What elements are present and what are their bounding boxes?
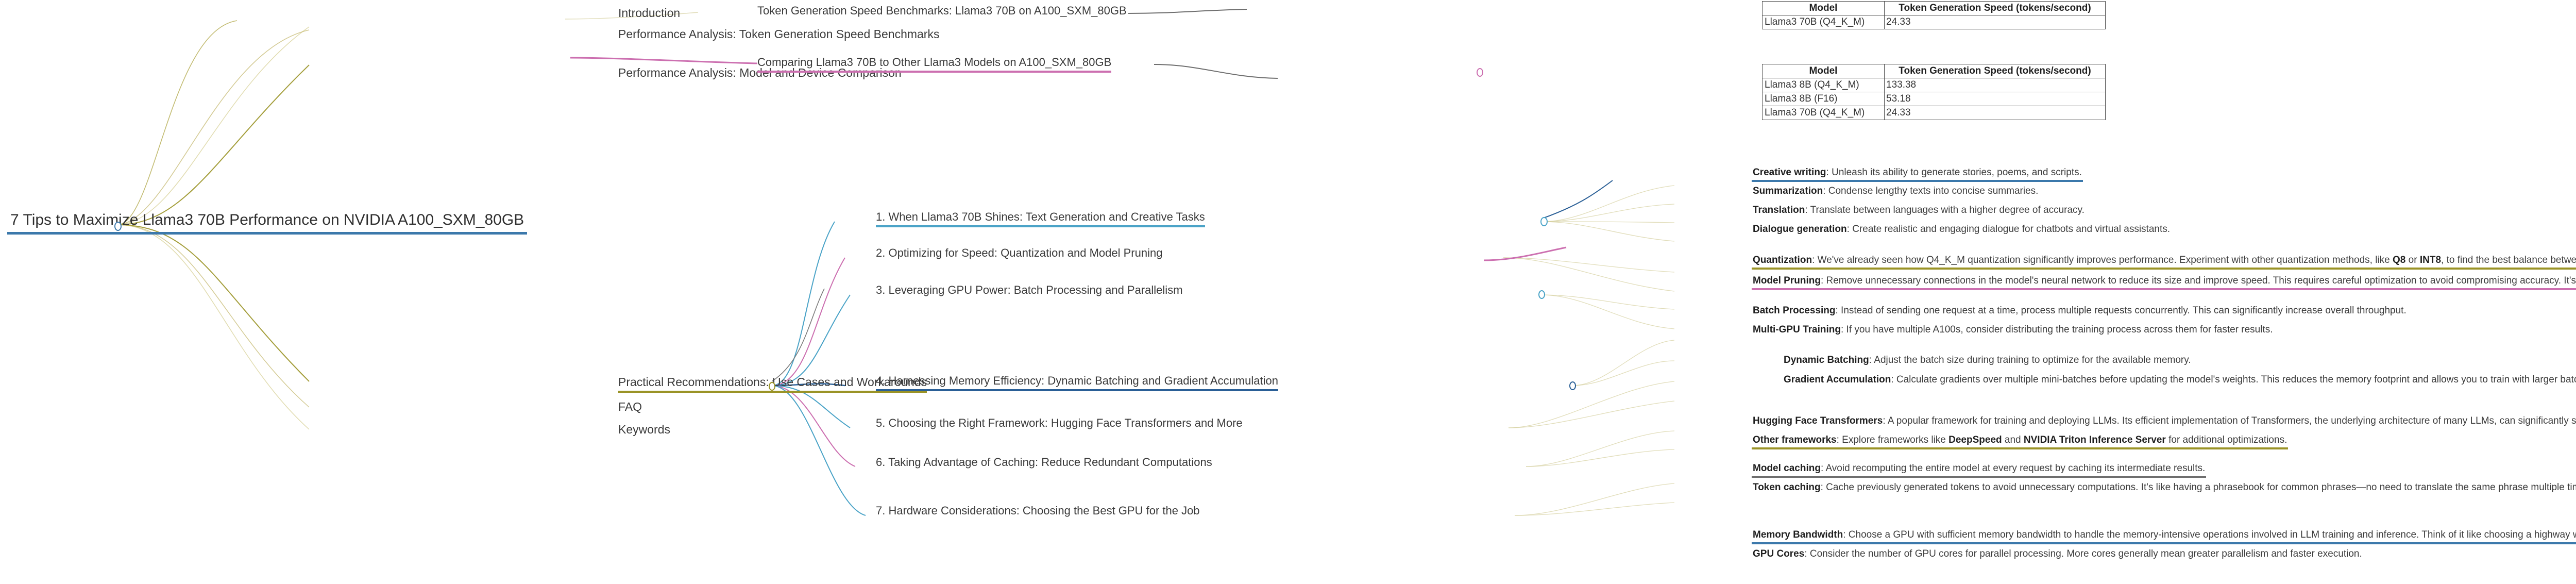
detail-dialogue-generation[interactable]: Dialogue generation: Create realistic an… (1753, 224, 2171, 235)
table-header-row: Model Token Generation Speed (tokens/sec… (1762, 64, 2106, 78)
table-cell-model: Llama3 70B (Q4_K_M) (1762, 15, 1885, 29)
subbranch-comparison-title[interactable]: Comparing Llama3 70B to Other Llama3 Mod… (757, 56, 1112, 73)
detail-emphasis: NVIDIA Triton Inference Server (2023, 435, 2166, 445)
subbranch-tip-6-label: 6. Taking Advantage of Caching: Reduce R… (876, 456, 1212, 469)
table-header-speed: Token Generation Speed (tokens/second) (1884, 1, 2106, 15)
detail-other-frameworks[interactable]: Other frameworks: Explore frameworks lik… (1752, 435, 2289, 449)
tip4-connector-dot (1569, 381, 1576, 390)
table-row: Llama3 8B (Q4_K_M) 133.38 (1762, 78, 2106, 92)
detail-emphasis: Gradient Accumulation (1784, 374, 1891, 385)
table-header-row: Model Token Generation Speed (tokens/sec… (1762, 1, 2106, 15)
detail-emphasis: Creative writing (1753, 167, 1826, 178)
detail-batch-processing[interactable]: Batch Processing: Instead of sending one… (1753, 305, 2406, 316)
table-cell-model: Llama3 8B (Q4_K_M) (1762, 78, 1885, 92)
detail-token-caching[interactable]: Token caching: Cache previously generate… (1753, 482, 2576, 493)
table-cell-speed: 53.18 (1884, 92, 2106, 106)
branch-introduction[interactable]: Introduction (618, 6, 680, 21)
branch-keywords[interactable]: Keywords (618, 423, 670, 438)
branch-introduction-label: Introduction (618, 6, 681, 20)
detail-quantization[interactable]: Quantization: We've already seen how Q4_… (1752, 255, 2576, 270)
root-connector-dot (114, 222, 122, 231)
subbranch-tip-3-label: 3. Leveraging GPU Power: Batch Processin… (876, 283, 1183, 296)
detail-hugging-face-transformers[interactable]: Hugging Face Transformers: A popular fra… (1753, 415, 2576, 426)
table-cell-speed: 133.38 (1884, 78, 2106, 92)
subbranch-tip-4-label: 4. Harnessing Memory Efficiency: Dynamic… (876, 374, 1278, 387)
detail-model-caching[interactable]: Model caching: Avoid recomputing the ent… (1752, 463, 2207, 478)
detail-gradient-accumulation[interactable]: Gradient Accumulation: Calculate gradien… (1784, 374, 2576, 385)
table-row: Llama3 70B (Q4_K_M) 24.33 (1762, 15, 2106, 29)
table-header-model: Model (1762, 1, 1885, 15)
detail-memory-bandwidth[interactable]: Memory Bandwidth: Choose a GPU with suff… (1752, 529, 2576, 544)
subbranch-tip-3[interactable]: 3. Leveraging GPU Power: Batch Processin… (876, 283, 1183, 298)
subbranch-tip-2-label: 2. Optimizing for Speed: Quantization an… (876, 246, 1163, 259)
detail-emphasis: Memory Bandwidth (1753, 529, 1843, 540)
subbranch-benchmark-title[interactable]: Token Generation Speed Benchmarks: Llama… (757, 4, 1127, 19)
detail-emphasis: Quantization (1753, 255, 1812, 265)
detail-emphasis: Batch Processing (1753, 305, 1836, 316)
detail-emphasis: Dynamic Batching (1784, 355, 1869, 365)
detail-emphasis: DeepSpeed (1948, 435, 2002, 445)
table-cell-speed: 24.33 (1884, 106, 2106, 120)
branch-performance-benchmarks[interactable]: Performance Analysis: Token Generation S… (618, 27, 939, 42)
detail-emphasis: Multi-GPU Training (1753, 324, 1841, 335)
branch-faq-label: FAQ (618, 400, 642, 413)
detail-emphasis: GPU Cores (1753, 548, 1805, 559)
subbranch-tip-7-label: 7. Hardware Considerations: Choosing the… (876, 504, 1200, 517)
comparison-table: Model Token Generation Speed (tokens/sec… (1762, 64, 2106, 120)
detail-emphasis: Dialogue generation (1753, 224, 1847, 235)
subbranch-tip-5[interactable]: 5. Choosing the Right Framework: Hugging… (876, 416, 1243, 431)
branch-faq[interactable]: FAQ (618, 400, 642, 415)
detail-translation[interactable]: Translation: Translate between languages… (1753, 205, 2084, 215)
subbranch-comparison-title-label: Comparing Llama3 70B to Other Llama3 Mod… (757, 56, 1112, 69)
table-cell-model: Llama3 8B (F16) (1762, 92, 1885, 106)
detail-emphasis: Summarization (1753, 186, 1823, 196)
detail-emphasis: INT8 (2419, 255, 2442, 265)
detail-creative-writing[interactable]: Creative writing: Unleash its ability to… (1752, 167, 2083, 182)
subbranch-tip-2[interactable]: 2. Optimizing for Speed: Quantization an… (876, 246, 1162, 261)
subbranch-tip-4[interactable]: 4. Harnessing Memory Efficiency: Dynamic… (876, 374, 1278, 392)
detail-dynamic-batching[interactable]: Dynamic Batching: Adjust the batch size … (1784, 355, 2191, 365)
detail-emphasis: Other frameworks (1753, 435, 1837, 445)
detail-emphasis: Hugging Face Transformers (1753, 415, 1883, 426)
subbranch-tip-5-label: 5. Choosing the Right Framework: Hugging… (876, 416, 1243, 429)
branch-performance-benchmarks-label: Performance Analysis: Token Generation S… (618, 27, 940, 41)
table-row: Llama3 8B (F16) 53.18 (1762, 92, 2106, 106)
subbranch-tip-1-label: 1. When Llama3 70B Shines: Text Generati… (876, 210, 1205, 223)
table-header-speed: Token Generation Speed (tokens/second) (1884, 64, 2106, 78)
table-cell-speed: 24.33 (1884, 15, 2106, 29)
branch-keywords-label: Keywords (618, 423, 670, 436)
detail-model-pruning[interactable]: Model Pruning: Remove unnecessary connec… (1752, 275, 2576, 290)
practical-connector-dot (769, 382, 775, 391)
root-node-label: 7 Tips to Maximize Llama3 70B Performanc… (10, 211, 524, 228)
detail-gpu-cores[interactable]: GPU Cores: Consider the number of GPU co… (1753, 548, 2362, 559)
subbranch-tip-1[interactable]: 1. When Llama3 70B Shines: Text Generati… (876, 210, 1205, 228)
detail-emphasis: Model Pruning (1753, 275, 1821, 286)
comparison-connector-dot (1477, 68, 1483, 77)
root-node[interactable]: 7 Tips to Maximize Llama3 70B Performanc… (7, 210, 528, 235)
detail-emphasis: Model caching (1753, 463, 1821, 474)
table-cell-model: Llama3 70B (Q4_K_M) (1762, 106, 1885, 120)
tip1-connector-dot (1540, 217, 1548, 226)
detail-emphasis: Token caching (1753, 482, 1821, 493)
benchmark-table: Model Token Generation Speed (tokens/sec… (1762, 1, 2106, 29)
detail-emphasis: Q8 (2393, 255, 2406, 265)
subbranch-tip-6[interactable]: 6. Taking Advantage of Caching: Reduce R… (876, 456, 1212, 470)
subbranch-tip-7[interactable]: 7. Hardware Considerations: Choosing the… (876, 504, 1200, 519)
tip3-connector-dot (1538, 290, 1545, 299)
detail-emphasis: Translation (1753, 205, 1805, 215)
table-header-model: Model (1762, 64, 1885, 78)
detail-summarization[interactable]: Summarization: Condense lengthy texts in… (1753, 186, 2039, 196)
table-row: Llama3 70B (Q4_K_M) 24.33 (1762, 106, 2106, 120)
detail-multi-gpu-training[interactable]: Multi-GPU Training: If you have multiple… (1753, 324, 2273, 335)
subbranch-benchmark-title-label: Token Generation Speed Benchmarks: Llama… (757, 4, 1127, 17)
